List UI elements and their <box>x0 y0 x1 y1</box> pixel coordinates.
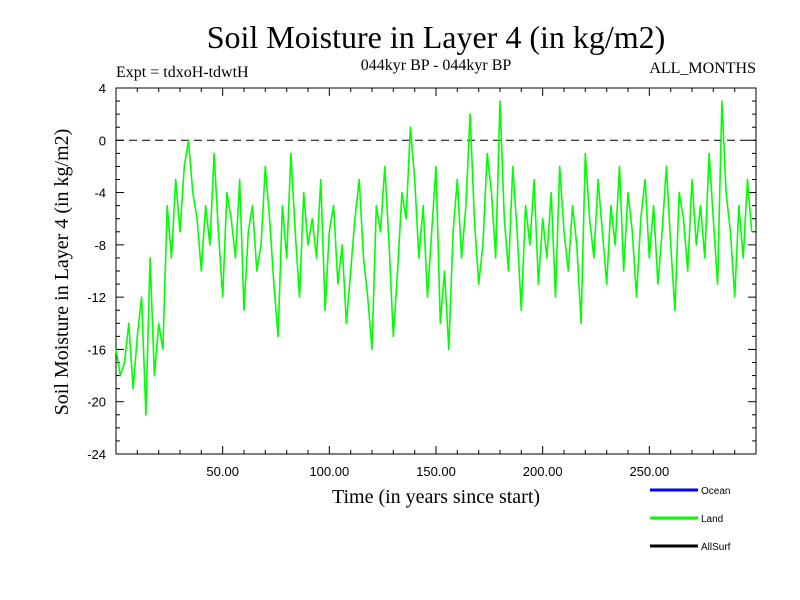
y-tick-label: 0 <box>99 133 106 148</box>
x-tick-label: 100.00 <box>309 464 349 479</box>
x-tick-label: 150.00 <box>416 464 456 479</box>
legend: Ocean Land AllSurf <box>650 486 731 553</box>
period-label: 044kyr BP - 044kyr BP <box>361 57 512 74</box>
months-label: ALL_MONTHS <box>649 60 756 77</box>
plot-frame <box>115 87 757 455</box>
x-axis-label: Time (in years since start) <box>332 486 540 508</box>
y-tick-label: 4 <box>99 81 106 96</box>
x-tick-label: 50.00 <box>206 464 239 479</box>
legend-label-land: Land <box>701 514 723 525</box>
x-axis: 50.00 100.00 150.00 200.00 250.00 <box>136 88 736 479</box>
y-tick-label: -4 <box>94 186 106 201</box>
y-tick-label: -20 <box>87 395 106 410</box>
y-tick-label: -12 <box>87 290 106 305</box>
series-layer <box>115 100 753 416</box>
experiment-label: Expt = tdxoH-tdwtH <box>116 64 249 81</box>
y-axis: 4 0 -4 -8 -12 -16 -20 -24 <box>87 81 756 462</box>
chart-title: Soil Moisture in Layer 4 (in kg/m2) <box>207 19 666 55</box>
series-line-land <box>115 100 753 416</box>
x-tick-label: 250.00 <box>629 464 669 479</box>
y-tick-label: -16 <box>87 342 106 357</box>
y-tick-label: -24 <box>87 447 106 462</box>
legend-label-ocean: Ocean <box>701 486 730 497</box>
x-tick-label: 200.00 <box>523 464 563 479</box>
y-tick-label: -8 <box>94 238 106 253</box>
y-axis-label: Soil Moisture in Layer 4 (in kg/m2) <box>51 129 73 416</box>
legend-label-allsurf: AllSurf <box>701 542 731 553</box>
